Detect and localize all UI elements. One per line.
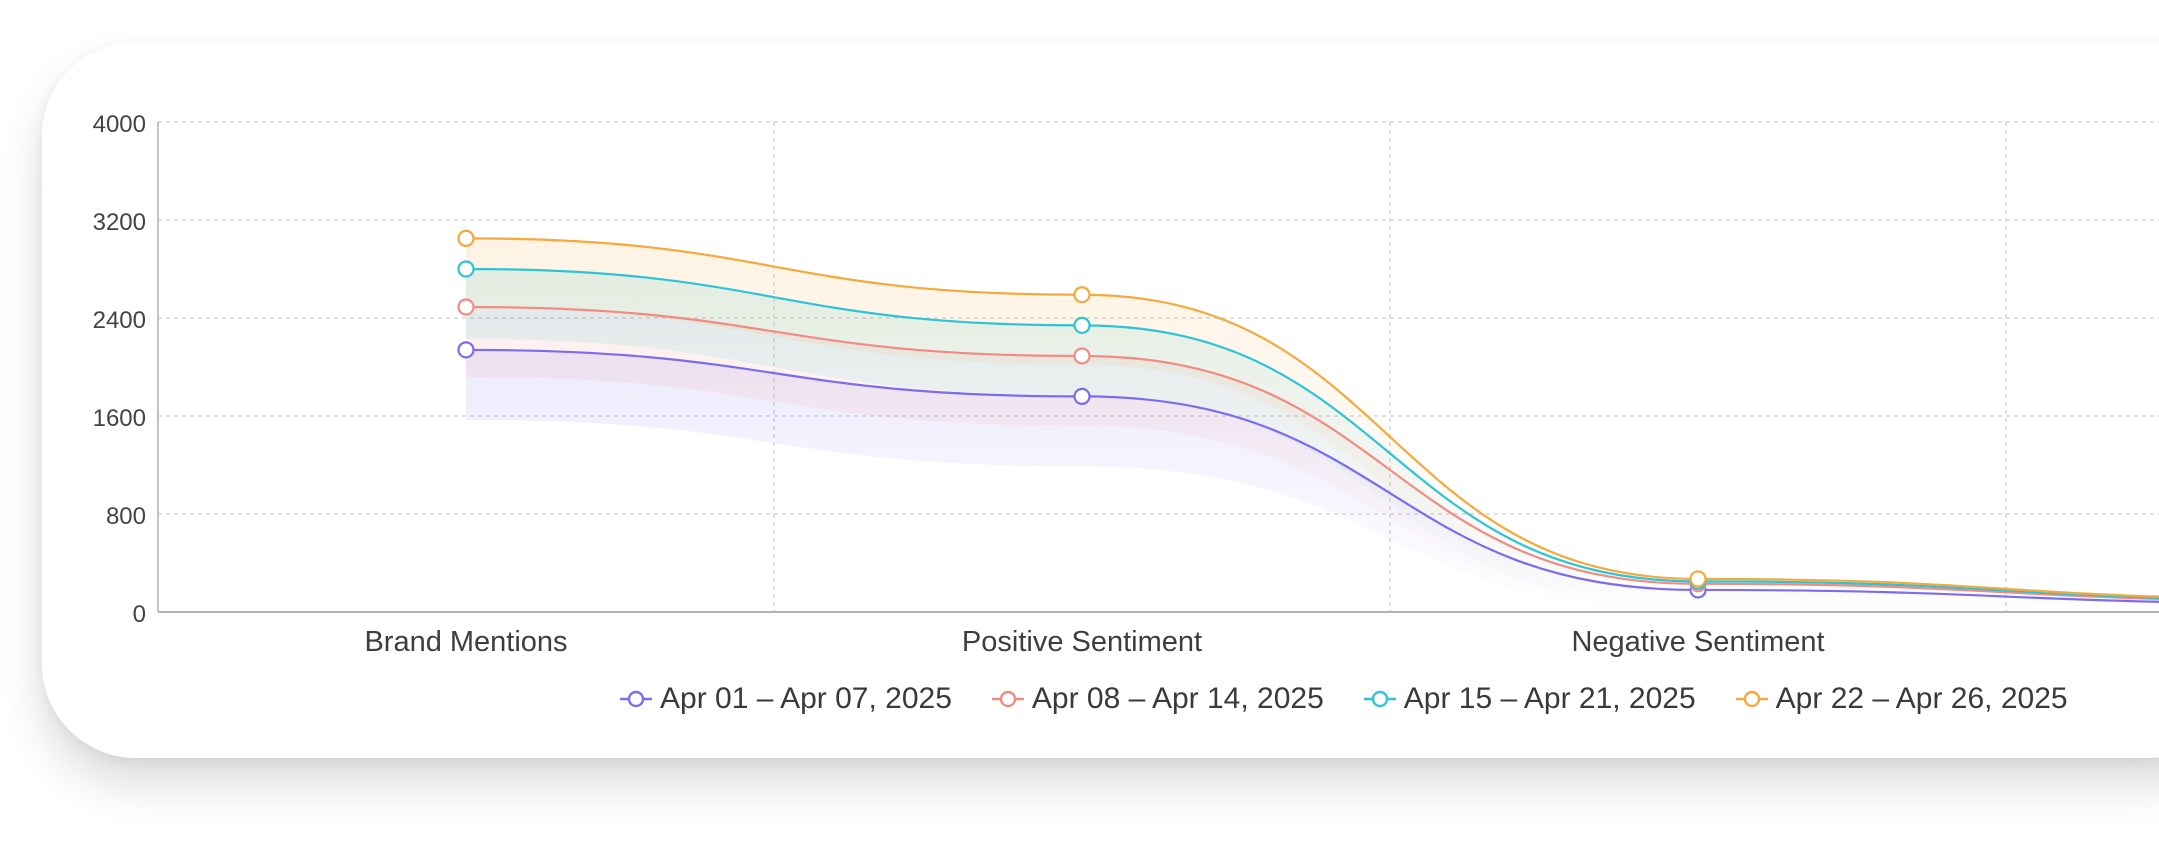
chart-legend: Apr 01 – Apr 07, 2025 Apr 08 – Apr 14, 20… [618, 682, 2068, 716]
data-point[interactable] [1073, 316, 1091, 334]
series-line [465, 237, 2159, 598]
y-tick-label: 4000 [93, 111, 146, 138]
legend-item[interactable]: Apr 08 – Apr 14, 2025 [990, 682, 1324, 716]
legend-label: Apr 22 – Apr 26, 2025 [1775, 682, 2068, 715]
data-points [457, 229, 1707, 599]
data-point[interactable] [1073, 286, 1091, 304]
x-tick-label: Positive Sentiment [962, 626, 1202, 658]
series-line [465, 348, 2159, 603]
y-tick-label: 0 [133, 601, 146, 628]
series-line [465, 267, 2159, 599]
y-tick-label: 3200 [93, 209, 146, 236]
x-tick-label: Brand Mentions [364, 626, 567, 658]
y-tick-label: 2400 [93, 307, 146, 334]
legend-item[interactable]: Apr 01 – Apr 07, 2025 [618, 682, 952, 716]
y-tick-label: 800 [106, 503, 146, 530]
data-point[interactable] [457, 229, 475, 247]
legend-label: Apr 15 – Apr 21, 2025 [1403, 682, 1696, 715]
series-line [465, 305, 2159, 601]
data-point[interactable] [1073, 387, 1091, 405]
data-point[interactable] [1073, 347, 1091, 365]
legend-marker-icon [620, 690, 652, 708]
data-point[interactable] [457, 298, 475, 316]
legend-marker-icon [1735, 690, 1768, 708]
series-lines [465, 237, 2159, 603]
area-fills [466, 238, 2159, 613]
axes: 0 800 1600 2400 3200 4000 Brand Mentions Positi… [93, 111, 2159, 658]
data-point[interactable] [457, 341, 475, 359]
legend-marker-icon [991, 690, 1024, 708]
y-tick-label: 1600 [93, 405, 146, 432]
legend-marker-icon [1363, 690, 1396, 708]
legend-label: Apr 08 – Apr 14, 2025 [1031, 682, 1324, 715]
x-tick-label: Negative Sentiment [1571, 626, 1824, 658]
series-area [466, 238, 2159, 613]
legend-item[interactable]: Apr 15 – Apr 21, 2025 [1362, 682, 1696, 716]
data-point[interactable] [457, 260, 475, 278]
legend-label: Apr 01 – Apr 07, 2025 [660, 682, 952, 715]
data-point[interactable] [1689, 570, 1707, 588]
legend-item[interactable]: Apr 22 – Apr 26, 2025 [1734, 682, 2068, 716]
